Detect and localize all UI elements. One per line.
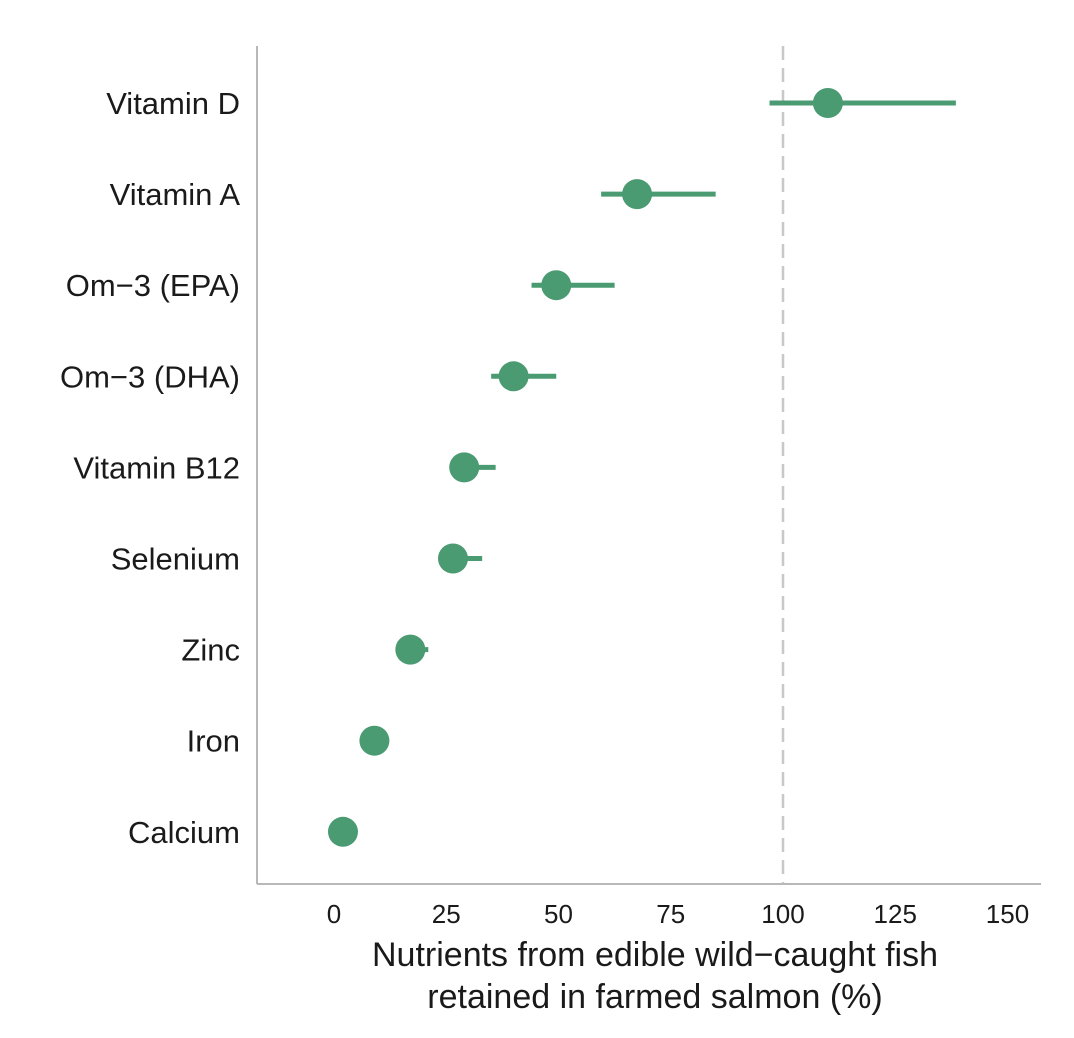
x-tick-label-150: 150 (986, 899, 1029, 929)
axes-layer (256, 46, 1041, 885)
point-om-3-epa (541, 270, 572, 301)
point-vitamin-d (812, 88, 843, 118)
category-label-calcium: Calcium (128, 815, 240, 850)
category-label-vitamin-b12: Vitamin B12 (73, 450, 240, 485)
x-axis-title-line-1: Nutrients from edible wild−caught fish (372, 936, 938, 974)
point-om-3-dha (498, 361, 529, 392)
category-label-selenium: Selenium (111, 542, 240, 577)
x-axis-title-line-2: retained in farmed salmon (%) (427, 978, 882, 1016)
x-tick-label-0: 0 (327, 899, 341, 929)
x-tick-label-25: 25 (432, 899, 461, 929)
point-vitamin-a (622, 179, 653, 210)
point-vitamin-b12 (449, 452, 480, 483)
x-tick-label-100: 100 (761, 899, 804, 929)
category-label-om-3-epa: Om−3 (EPA) (66, 268, 240, 303)
category-label-vitamin-a: Vitamin A (110, 177, 241, 212)
category-label-om-3-dha: Om−3 (DHA) (60, 359, 240, 394)
x-tick-label-50: 50 (544, 899, 573, 929)
category-label-zinc: Zinc (181, 633, 240, 668)
data-marks (327, 88, 956, 847)
category-labels: Vitamin D Vitamin A Om−3 (EPA) Om−3 (DHA) Vi… (60, 86, 240, 850)
point-zinc (395, 634, 426, 665)
x-tick-label-75: 75 (656, 899, 685, 929)
point-selenium (437, 543, 468, 574)
x-tick-label-125: 125 (874, 899, 917, 929)
point-iron (359, 725, 390, 756)
x-tick-labels: 0 25 50 75 100 125 150 (327, 899, 1029, 929)
category-label-vitamin-d: Vitamin D (106, 86, 240, 121)
category-label-iron: Iron (187, 724, 240, 759)
point-calcium (327, 816, 358, 847)
